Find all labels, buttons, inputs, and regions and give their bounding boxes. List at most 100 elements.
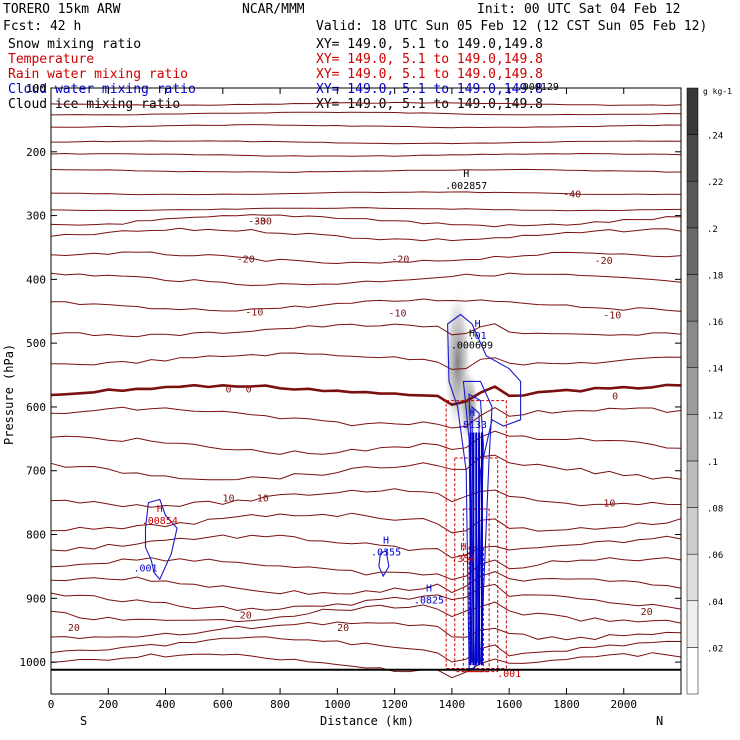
colorbar-label: .22	[707, 178, 723, 188]
colorbar-label: .14	[707, 365, 723, 375]
x-end-right-label: N	[656, 714, 663, 728]
temperature-contour	[51, 512, 682, 534]
temperature-contour	[50, 124, 682, 129]
y-axis-label: Pressure (hPa)	[2, 344, 16, 445]
temperature-contour	[50, 406, 682, 429]
x-tick-label: 1800	[553, 698, 580, 711]
colorbar-label: .08	[707, 505, 723, 515]
colorbar-cell	[686, 553, 699, 602]
y-tick-label: 900	[26, 592, 46, 605]
colorbar-cell	[686, 647, 699, 695]
y-tick-label: 600	[26, 401, 46, 414]
rain-contour	[445, 400, 507, 669]
colorbar-cell	[686, 180, 699, 229]
extremum-marker: H	[383, 536, 389, 547]
temperature-contour	[50, 152, 682, 157]
colorbar: .02 .04 .06 .08 .1 .12 .14 .16 .18 .2 .22 .24 g kg-1	[686, 87, 732, 695]
extremum-marker: H	[469, 408, 475, 419]
x-tick-label: 0	[48, 698, 55, 711]
temperature-label: 10	[603, 499, 615, 510]
forecast-hour: Fcst: 42 h	[3, 19, 81, 34]
temperature-contour	[50, 191, 682, 196]
extremum-marker: H	[460, 542, 466, 553]
init-time: Init: 00 UTC Sat 04 Feb 12	[477, 2, 681, 17]
y-tick-label: 300	[26, 210, 46, 223]
freezing-level-contour	[50, 383, 682, 407]
colorbar-cell	[686, 227, 699, 275]
model-title: TORERO 15km ARW	[3, 2, 121, 17]
extremum-value: .0825	[414, 596, 444, 607]
temperature-contour	[50, 168, 682, 173]
field-snow-name: Snow mixing ratio	[8, 37, 141, 52]
x-axis-label: Distance (km)	[320, 714, 414, 728]
colorbar-unit: g kg-1	[703, 87, 732, 96]
extremum-marker: H	[469, 328, 475, 339]
temperature-label: -10	[245, 307, 263, 318]
colorbar-cell	[686, 320, 699, 368]
temperature-label: -10	[388, 309, 406, 320]
extremum-value: .001	[497, 669, 521, 680]
extremum-marker: H	[475, 319, 481, 330]
extremum-value: .00854	[142, 516, 178, 527]
x-tick-label: 200	[98, 698, 118, 711]
temperature-label: 20	[337, 623, 349, 634]
y-tick-label: 700	[26, 465, 46, 478]
temperature-label: 0	[226, 384, 232, 395]
colorbar-label: .2	[707, 225, 718, 235]
temperature-contour	[50, 207, 682, 212]
field-temp-name: Temperature	[8, 52, 94, 67]
colorbar-label: .18	[707, 271, 723, 281]
x-tick-label: 1000	[324, 698, 351, 711]
y-tick-label: 800	[26, 529, 46, 542]
temperature-label: 20	[68, 623, 80, 634]
cloud-water-contour	[144, 498, 178, 581]
colorbar-cell	[686, 414, 699, 462]
temperature-contour	[50, 652, 682, 679]
temperature-contour	[51, 140, 682, 145]
field-rain-name: Rain water mixing ratio	[8, 67, 188, 82]
colorbar-label: .16	[707, 318, 723, 328]
x-tick-label: 2000	[610, 698, 637, 711]
field-rain-xy: XY= 149.0, 5.1 to 149.0,149.8	[316, 67, 543, 82]
temperature-contour	[50, 298, 682, 312]
extremum-marker: H	[463, 169, 469, 180]
y-tick-label: 100	[26, 82, 46, 95]
field-cloudwater-xy: XY= 149.0, 5.1 to 149.0,149.8	[316, 82, 543, 97]
cloud-water-contour	[378, 549, 390, 578]
y-tick-label: 200	[26, 146, 46, 159]
temperature-contour	[50, 601, 682, 624]
temperature-label: 20	[240, 610, 252, 621]
temperature-contour	[50, 454, 682, 481]
x-end-left-label: S	[80, 714, 87, 728]
plot-frame	[50, 87, 682, 695]
temperature-contour	[50, 101, 682, 107]
temperature-label: 10	[257, 494, 269, 505]
field-cloudice-xy: XY= 149.0, 5.1 to 149.0,149.8	[316, 97, 543, 112]
temperature-contour	[50, 272, 682, 287]
extremum-marker: H	[426, 584, 432, 595]
extremum-value: .8133	[457, 420, 487, 431]
colorbar-cell	[686, 274, 699, 322]
extremum-marker: H	[157, 504, 163, 515]
colorbar-cell	[686, 87, 699, 135]
temperature-contour	[50, 636, 682, 663]
temperature-contour	[50, 621, 682, 641]
temperature-label: -30	[248, 217, 266, 228]
temperature-label: 10	[223, 494, 235, 505]
x-tick-label: 600	[213, 698, 233, 711]
colorbar-label: .02	[707, 644, 723, 654]
temperature-contour	[50, 352, 682, 370]
extremum-value: .01	[469, 331, 487, 342]
cloud-water-contour	[447, 313, 522, 670]
colorbar-label: .12	[707, 411, 723, 421]
field-cloudwater-name: Cloud water mixing ratio	[8, 82, 196, 97]
field-snow-xy: XY= 149.0, 5.1 to 149.0,149.8	[316, 37, 543, 52]
x-tick-label: 800	[270, 698, 290, 711]
temperature-label: 20	[641, 607, 653, 618]
y-tick-label: 400	[26, 273, 46, 286]
temperature-contour	[50, 571, 682, 595]
extremum-value: .001	[133, 564, 157, 575]
field-temp-xy: XY= 149.0, 5.1 to 149.0,149.8	[316, 52, 543, 67]
temperature-contour	[50, 214, 682, 228]
extremum-value: .354	[451, 554, 475, 565]
